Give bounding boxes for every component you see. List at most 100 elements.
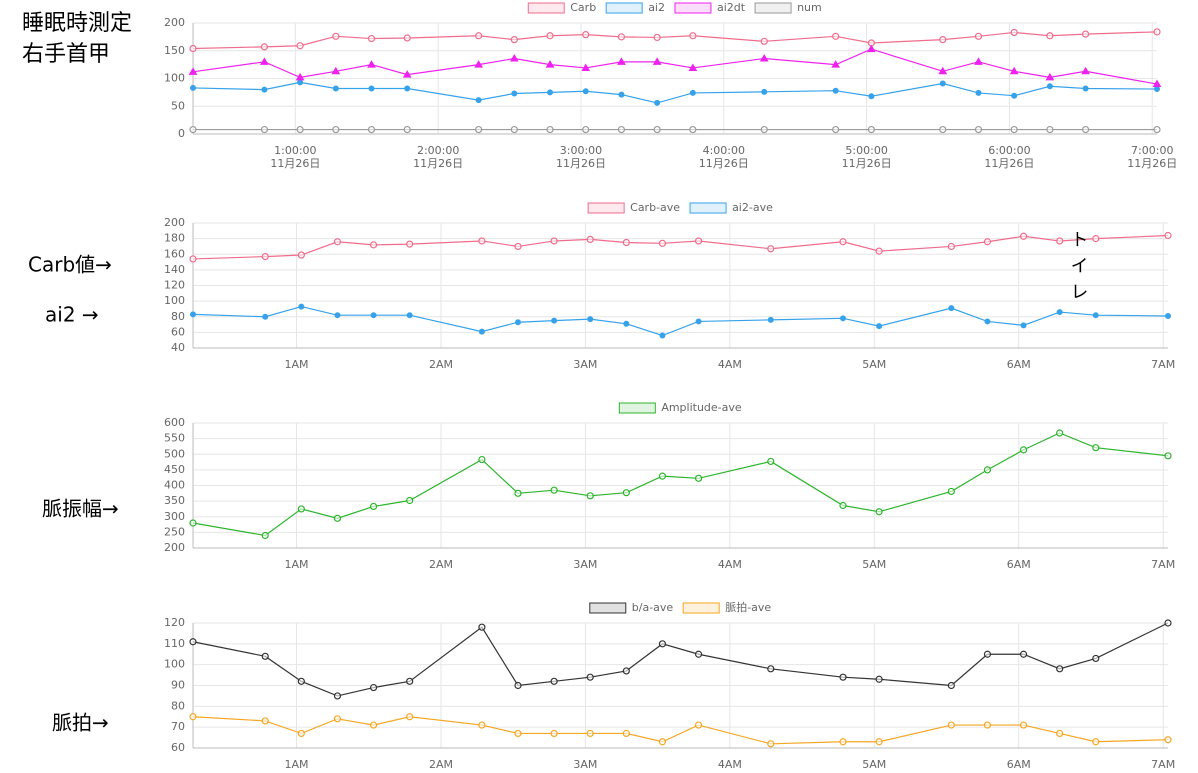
point bbox=[689, 125, 697, 134]
point bbox=[478, 237, 486, 245]
point bbox=[1010, 28, 1018, 37]
series-line bbox=[192, 716, 1169, 745]
point bbox=[983, 650, 992, 658]
point bbox=[369, 683, 378, 692]
point bbox=[658, 640, 667, 648]
point bbox=[694, 474, 703, 482]
point bbox=[261, 252, 269, 261]
x-tick-sublabel: 11月26日 bbox=[413, 157, 463, 170]
point bbox=[551, 317, 558, 324]
x-tick-label: 1:00:00 bbox=[274, 144, 316, 157]
point bbox=[617, 33, 626, 41]
point bbox=[545, 60, 555, 68]
x-tick-label: 7:00:00 bbox=[1131, 144, 1173, 157]
point bbox=[1092, 444, 1100, 452]
legend-swatch bbox=[754, 2, 792, 14]
point bbox=[983, 721, 992, 729]
chart: 40 60 80 100 120 140 160 180 200 1AM 2AM 3AM 4AM 5AM 6… bbox=[164, 201, 1175, 371]
point bbox=[1019, 650, 1028, 658]
point bbox=[760, 37, 768, 45]
point bbox=[1056, 309, 1063, 316]
point bbox=[404, 85, 411, 92]
point bbox=[1056, 429, 1064, 437]
legend-label: Amplitude-ave bbox=[661, 401, 742, 414]
point bbox=[939, 80, 946, 87]
point bbox=[1164, 736, 1172, 744]
y-tick-label: 60 bbox=[171, 741, 185, 754]
legend: Amplitude-ave bbox=[618, 401, 742, 414]
annotation: トイレ bbox=[1068, 230, 1089, 308]
x-tick-label: 6:00:00 bbox=[988, 144, 1030, 157]
point bbox=[652, 57, 662, 65]
point bbox=[514, 729, 522, 738]
series-line bbox=[192, 622, 1169, 697]
x-tick-label: 1AM bbox=[285, 758, 309, 771]
x-tick-label: 5:00:00 bbox=[845, 144, 887, 157]
x-tick-label: 2AM bbox=[429, 358, 453, 371]
point bbox=[296, 42, 304, 50]
point bbox=[475, 97, 482, 104]
point bbox=[550, 729, 558, 738]
point bbox=[550, 486, 558, 494]
point bbox=[367, 34, 376, 43]
legend-label: Carb bbox=[570, 1, 596, 14]
point bbox=[190, 311, 196, 318]
point bbox=[370, 312, 377, 319]
point bbox=[623, 320, 630, 327]
y-tick-label: 200 bbox=[164, 16, 185, 29]
y-tick-label: 40 bbox=[171, 341, 185, 354]
y-tick-label: 450 bbox=[164, 463, 185, 476]
side-label: 脈振幅→ bbox=[42, 497, 119, 521]
point bbox=[261, 652, 269, 660]
series-line bbox=[192, 305, 1169, 337]
x-tick-sublabel: 11月26日 bbox=[984, 157, 1034, 170]
point bbox=[767, 457, 775, 466]
y-tick-label: 500 bbox=[164, 447, 185, 460]
x-tick-label: 5AM bbox=[862, 358, 886, 371]
point bbox=[1046, 83, 1053, 90]
point bbox=[1082, 85, 1089, 92]
legend: b/a-ave 脈拍-ave bbox=[589, 600, 771, 614]
point bbox=[689, 89, 696, 96]
x-tick-label: 3AM bbox=[573, 558, 597, 571]
side-label: Carb値→ bbox=[28, 253, 112, 277]
point bbox=[369, 241, 378, 249]
point bbox=[983, 238, 992, 246]
point bbox=[939, 36, 947, 44]
point bbox=[1164, 452, 1172, 460]
point bbox=[403, 34, 411, 42]
point bbox=[1056, 729, 1064, 738]
point bbox=[974, 125, 983, 134]
point bbox=[550, 237, 558, 245]
point bbox=[403, 125, 411, 134]
point bbox=[587, 316, 594, 323]
point bbox=[514, 681, 522, 690]
point bbox=[839, 738, 847, 746]
y-tick-label: 100 bbox=[164, 72, 185, 85]
point bbox=[1009, 66, 1019, 75]
x-tick-label: 5AM bbox=[862, 758, 886, 771]
y-tick-label: 200 bbox=[164, 216, 185, 229]
point bbox=[333, 238, 342, 246]
point bbox=[947, 487, 955, 496]
x-tick-sublabel: 11月26日 bbox=[699, 157, 749, 170]
point bbox=[260, 57, 269, 65]
x-tick-label: 3:00:00 bbox=[560, 144, 602, 157]
point bbox=[260, 43, 269, 51]
legend-swatch bbox=[689, 202, 727, 214]
point bbox=[939, 125, 947, 134]
point bbox=[515, 319, 521, 326]
point bbox=[1019, 721, 1028, 729]
point bbox=[367, 60, 376, 68]
point bbox=[586, 492, 594, 500]
point bbox=[839, 501, 847, 510]
y-tick-label: 300 bbox=[164, 510, 185, 523]
y-tick-label: 0 bbox=[178, 127, 185, 140]
point bbox=[547, 89, 554, 96]
point bbox=[402, 70, 412, 78]
point bbox=[694, 721, 703, 729]
point bbox=[189, 44, 197, 53]
point bbox=[1019, 446, 1028, 454]
point bbox=[514, 242, 522, 251]
series-line bbox=[192, 432, 1169, 537]
